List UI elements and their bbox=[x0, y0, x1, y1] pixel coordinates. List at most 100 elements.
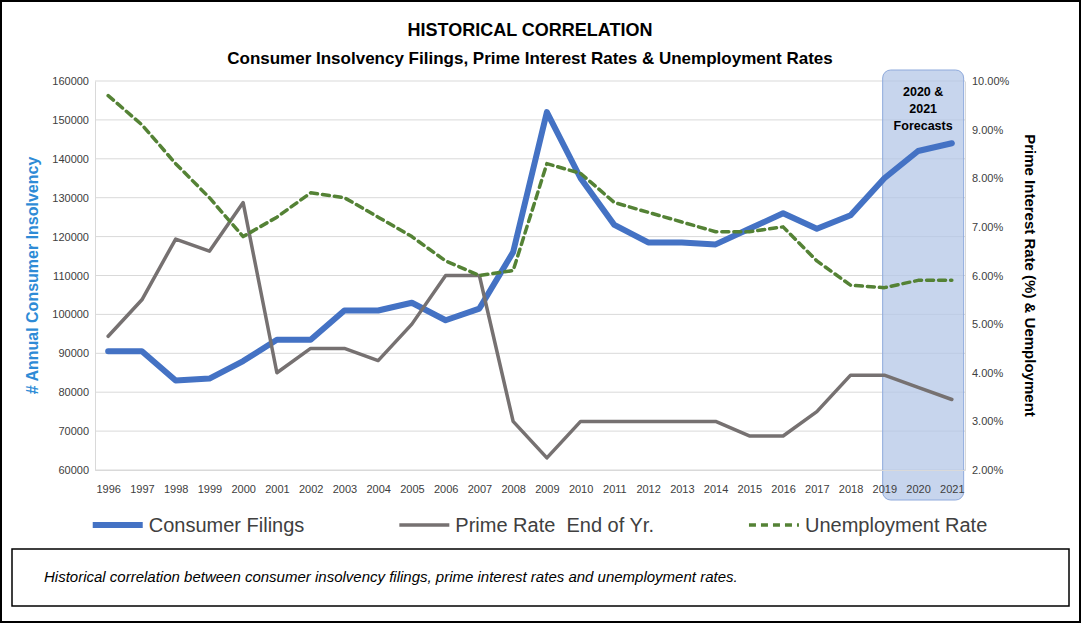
tick-label: 60000 bbox=[58, 464, 89, 476]
legend-swatch bbox=[399, 523, 449, 527]
series-line bbox=[108, 96, 952, 288]
tick-label: 2020 bbox=[906, 483, 930, 495]
grid-line bbox=[95, 431, 965, 432]
tick: 2004 bbox=[366, 470, 390, 495]
legend-swatch bbox=[749, 523, 799, 527]
tick-label: 8.00% bbox=[972, 172, 1003, 184]
caption-box bbox=[12, 549, 1069, 606]
tick-label: 5.00% bbox=[972, 318, 1003, 330]
tick: 2005 bbox=[400, 470, 424, 495]
tick-label: 2008 bbox=[501, 483, 525, 495]
tick: 3.00% bbox=[965, 415, 1003, 427]
tick-label: 120000 bbox=[52, 231, 89, 243]
legend-label: Prime Rate End of Yr. bbox=[455, 514, 654, 536]
grid-line bbox=[95, 158, 965, 159]
tick-label: 3.00% bbox=[972, 415, 1003, 427]
tick-label: 2014 bbox=[704, 483, 728, 495]
series-line bbox=[108, 203, 952, 458]
tick-label: 2009 bbox=[535, 483, 559, 495]
legend-item: Consumer Filings bbox=[93, 514, 305, 536]
tick-label: 2017 bbox=[805, 483, 829, 495]
tick: 2010 bbox=[569, 470, 593, 495]
tick-label: 2005 bbox=[400, 483, 424, 495]
tick-label: 2002 bbox=[299, 483, 323, 495]
tick: 2008 bbox=[501, 470, 525, 495]
tick-label: 130000 bbox=[52, 192, 89, 204]
tick: 2000 bbox=[231, 470, 255, 495]
tick-label: 2015 bbox=[738, 483, 762, 495]
tick-label: 140000 bbox=[52, 153, 89, 165]
tick: 2019 bbox=[873, 470, 897, 495]
y2-axis: 2.00%3.00%4.00%5.00%6.00%7.00%8.00%9.00%… bbox=[965, 75, 1010, 476]
tick: 150000 bbox=[52, 114, 95, 126]
frame bbox=[1, 1, 1080, 622]
tick-label: 100000 bbox=[52, 308, 89, 320]
tick-label: 10.00% bbox=[972, 75, 1010, 87]
grid-line bbox=[95, 81, 965, 82]
tick: 100000 bbox=[52, 308, 95, 320]
legend-label: Unemployment Rate bbox=[805, 514, 987, 536]
annotation: 2020 & bbox=[903, 85, 943, 99]
tick: 2020 bbox=[906, 470, 930, 495]
grid-line bbox=[95, 353, 965, 354]
grid-line bbox=[95, 119, 965, 120]
tick: 9.00% bbox=[965, 124, 1003, 136]
tick: 2001 bbox=[265, 470, 289, 495]
tick-label: 2001 bbox=[265, 483, 289, 495]
tick: 1996 bbox=[96, 470, 120, 495]
tick: 2003 bbox=[333, 470, 357, 495]
tick: 1997 bbox=[130, 470, 154, 495]
y-axis-title: # Annual Consumer Insolvency bbox=[24, 157, 41, 395]
tick: 2017 bbox=[805, 470, 829, 495]
y2-axis-title: Prime Interest Rate (%) & Uemployment bbox=[1022, 134, 1039, 417]
legend: Consumer Filings Prime Rate End of Yr. Une… bbox=[93, 514, 988, 536]
tick: 2021 bbox=[940, 470, 964, 495]
tick-label: 1996 bbox=[96, 483, 120, 495]
grid bbox=[95, 81, 965, 470]
subtitle: Consumer Insolvency Filings, Prime Inter… bbox=[227, 49, 833, 68]
tick-label: 90000 bbox=[58, 347, 89, 359]
legend-item: Prime Rate End of Yr. bbox=[399, 514, 654, 536]
x-axis: 1996 1997 1998 1999 2000 2001 2002 2003 2004 2005… bbox=[96, 470, 966, 495]
tick: 4.00% bbox=[965, 367, 1003, 379]
tick-label: 2021 bbox=[940, 483, 964, 495]
tick-label: 2016 bbox=[771, 483, 795, 495]
tick: 130000 bbox=[52, 192, 95, 204]
annotation: Forecasts bbox=[894, 119, 953, 133]
tick: 6.00% bbox=[965, 270, 1003, 282]
tick: 8.00% bbox=[965, 172, 1003, 184]
grid-line bbox=[95, 314, 965, 315]
tick: 120000 bbox=[52, 231, 95, 243]
tick-label: 1999 bbox=[198, 483, 222, 495]
tick-label: 2012 bbox=[636, 483, 660, 495]
tick-label: 1997 bbox=[130, 483, 154, 495]
legend-item: Unemployment Rate bbox=[749, 514, 987, 536]
tick: 10.00% bbox=[965, 75, 1010, 87]
tick-label: 160000 bbox=[52, 75, 89, 87]
grid-line bbox=[95, 236, 965, 237]
tick: 1999 bbox=[198, 470, 222, 495]
tick-label: 110000 bbox=[53, 270, 89, 282]
tick-label: 1998 bbox=[164, 483, 188, 495]
tick-label: 2019 bbox=[873, 483, 897, 495]
series-line bbox=[108, 112, 952, 380]
tick: 2014 bbox=[704, 470, 728, 495]
tick-label: 6.00% bbox=[972, 270, 1003, 282]
tick: 2011 bbox=[603, 470, 627, 495]
tick: 2007 bbox=[468, 470, 492, 495]
tick-label: 2018 bbox=[839, 483, 863, 495]
tick-label: 2007 bbox=[468, 483, 492, 495]
tick-label: 7.00% bbox=[972, 221, 1003, 233]
plot bbox=[108, 96, 952, 458]
tick: 110000 bbox=[53, 270, 95, 282]
tick: 140000 bbox=[52, 153, 95, 165]
tick: 2006 bbox=[434, 470, 458, 495]
grid-line bbox=[95, 470, 965, 471]
tick-label: 2000 bbox=[231, 483, 255, 495]
tick: 2012 bbox=[636, 470, 660, 495]
tick: 2009 bbox=[535, 470, 559, 495]
axis-line bbox=[965, 82, 966, 471]
grid-line bbox=[95, 197, 965, 198]
title: HISTORICAL CORRELATION bbox=[407, 20, 652, 40]
tick: 2013 bbox=[670, 470, 694, 495]
